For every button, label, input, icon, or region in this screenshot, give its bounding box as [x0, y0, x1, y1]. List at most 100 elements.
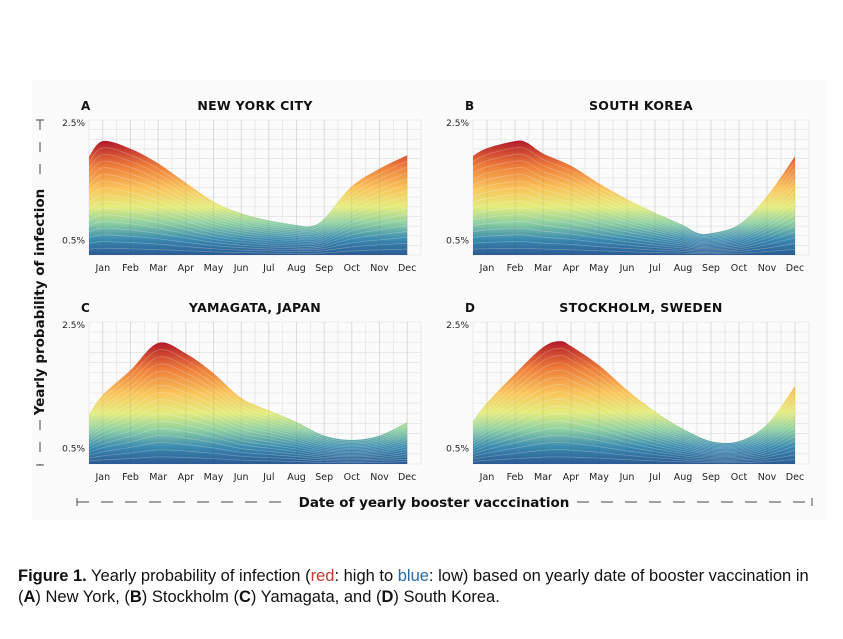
- caption-red-word: red: [310, 567, 335, 585]
- panel-title: STOCKHOLM, SWEDEN: [559, 300, 722, 315]
- panel-a: A NEW YORK CITY 2.5% 0.5% Jan Feb Mar Apr May Jun…: [62, 98, 422, 274]
- x-tick-label: Jul: [262, 472, 274, 483]
- contour-bands: [88, 349, 408, 463]
- x-tick-label: Apr: [563, 472, 580, 483]
- x-tick-label: May: [589, 263, 609, 274]
- panel-d: D STOCKHOLM, SWEDEN 2.5% 0.5% Jan Feb Mar Apr Ma…: [446, 300, 810, 483]
- contour-line: [88, 241, 408, 252]
- panel-title: NEW YORK CITY: [197, 98, 313, 113]
- contour-line: [88, 221, 408, 248]
- x-tick-label: Aug: [287, 472, 306, 483]
- panel-letter: C: [81, 301, 90, 315]
- contour-line: [472, 405, 796, 455]
- y-tick-label: 0.5%: [446, 445, 469, 455]
- y-axis-title: Yearly probability of infection: [32, 189, 48, 417]
- x-tick-label: May: [204, 472, 224, 483]
- area-series: [473, 341, 795, 464]
- contour-line: [472, 398, 796, 454]
- x-tick-label: Sep: [702, 472, 720, 483]
- x-tick-label: Jun: [233, 472, 249, 483]
- contour-line: [472, 384, 796, 451]
- panel-letter: D: [465, 301, 475, 315]
- contour-line: [88, 406, 408, 454]
- x-tick-label: Dec: [398, 472, 416, 483]
- x-tick-label: Sep: [315, 472, 333, 483]
- contour-line: [472, 362, 796, 448]
- contour-line: [472, 369, 796, 449]
- y-tick-label: 2.5%: [62, 119, 85, 129]
- x-tick-label: Nov: [758, 472, 777, 483]
- contour-line: [88, 356, 408, 444]
- x-tick-label: Sep: [702, 263, 720, 274]
- x-tick-label: Mar: [149, 472, 167, 483]
- panel-c: C YAMAGATA, JAPAN 2.5% 0.5% Jan Feb Mar Apr May J…: [62, 300, 422, 483]
- contour-line: [88, 234, 408, 251]
- caption-text-7: ) South Korea.: [393, 588, 500, 606]
- contour-line: [472, 241, 796, 253]
- contour-line: [88, 153, 408, 231]
- x-tick-label: Feb: [122, 263, 139, 274]
- x-tick-label: May: [204, 263, 224, 274]
- contour-line: [88, 427, 408, 458]
- contour-line: [472, 355, 796, 446]
- contour-line: [472, 220, 796, 250]
- contour-line: [472, 200, 796, 246]
- contour-line: [472, 207, 796, 247]
- contour-line: [472, 413, 796, 456]
- x-tick-label: Apr: [178, 263, 195, 274]
- x-tick-label: Aug: [674, 263, 693, 274]
- y-tick-label: 0.5%: [62, 445, 85, 455]
- chart-figure: A NEW YORK CITY 2.5% 0.5% Jan Feb Mar Apr May Jun…: [32, 98, 813, 511]
- y-tick-label: 2.5%: [446, 321, 469, 331]
- x-tick-label: Dec: [786, 472, 804, 483]
- contour-line: [472, 187, 796, 244]
- x-axis-title: Date of yearly booster vacccination: [299, 495, 570, 511]
- figure-panel: A NEW YORK CITY 2.5% 0.5% Jan Feb Mar Apr May Jun…: [32, 80, 828, 520]
- x-tick-label: Oct: [731, 472, 748, 483]
- caption-text-2: : high to: [334, 567, 398, 585]
- contour-line: [472, 427, 796, 459]
- x-tick-label: Mar: [149, 263, 167, 274]
- y-tick-label: 0.5%: [62, 236, 85, 246]
- y-tick-label: 0.5%: [446, 236, 469, 246]
- contour-line: [88, 180, 408, 238]
- x-tick-label: Jan: [95, 263, 111, 274]
- area-series: [89, 342, 408, 464]
- contour-bands: [472, 146, 796, 255]
- contour-line: [88, 187, 408, 239]
- contour-line: [88, 174, 408, 236]
- contour-line: [88, 247, 408, 254]
- contour-line: [472, 146, 796, 236]
- caption-letter-d: D: [381, 588, 394, 606]
- contour-line: [88, 456, 408, 463]
- contour-line: [472, 456, 796, 464]
- x-tick-label: Oct: [344, 472, 361, 483]
- x-tick-label: Apr: [563, 263, 580, 274]
- x-tick-label: Nov: [758, 263, 777, 274]
- x-tick-label: Aug: [674, 472, 693, 483]
- contour-line: [472, 391, 796, 452]
- x-tick-label: Jan: [479, 472, 495, 483]
- caption-text-1: Yearly probability of infection (: [86, 567, 311, 585]
- x-tick-label: Apr: [178, 472, 195, 483]
- contour-bands: [88, 147, 408, 254]
- x-tick-label: Feb: [507, 472, 524, 483]
- panel-title: YAMAGATA, JAPAN: [188, 300, 321, 315]
- x-axis-decoration: [76, 498, 813, 506]
- contour-line: [88, 384, 408, 449]
- caption-text-5: ) Stockholm (: [141, 588, 239, 606]
- contour-line: [88, 435, 408, 459]
- x-tick-label: Dec: [786, 263, 804, 274]
- contour-line: [88, 200, 408, 243]
- y-axis-decoration: [36, 119, 44, 466]
- contour-line: [88, 207, 408, 244]
- x-tick-label: Jun: [619, 472, 635, 483]
- contour-line: [88, 442, 408, 461]
- panel-b: B SOUTH KOREA 2.5% 0.5% Jan Feb Mar Apr May Jun Ju…: [446, 98, 810, 274]
- panel-letter: B: [465, 99, 474, 113]
- y-tick-label: 2.5%: [446, 119, 469, 129]
- x-tick-label: Oct: [731, 263, 748, 274]
- contour-line: [88, 392, 408, 451]
- caption-text-4: ) New York, (: [35, 588, 130, 606]
- contour-line: [472, 214, 796, 248]
